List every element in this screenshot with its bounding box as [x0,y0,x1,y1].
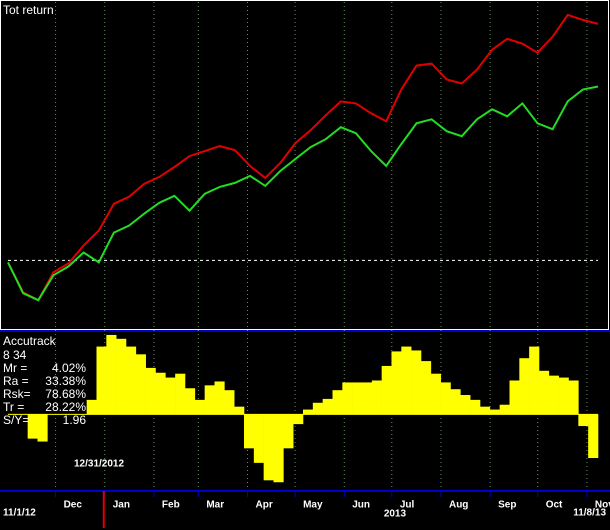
bar [489,409,500,415]
bar [450,389,461,415]
bar [263,414,274,481]
bar [185,388,196,415]
end-date-label: 11/8/13 [573,508,606,519]
bar [155,372,166,415]
stat-label: Rsk= [3,387,31,401]
bar [96,346,107,415]
x-tick-label: Jun [352,500,370,511]
bar [322,398,333,415]
x-tick-label: Dec [64,500,83,511]
bar [175,373,186,415]
bar [509,380,520,415]
return-line [7,13,599,302]
bar [558,377,569,415]
bar [421,361,432,415]
bar [539,370,550,415]
bar [430,373,441,415]
x-tick-label: Feb [162,500,180,511]
stat-label: S/Y= [3,413,29,427]
bar [519,358,530,415]
bar [273,414,284,483]
x-tick-label: Aug [449,500,468,511]
bar [342,382,353,415]
bar [303,409,314,415]
bar [460,395,471,415]
x-tick-label: May [303,500,323,511]
bar [106,334,117,415]
bar [578,414,589,427]
bar [126,346,137,415]
chart-title: Tot return [3,3,54,17]
bar [480,406,491,415]
x-tick-label: Mar [206,500,224,511]
start-date-label: 11/1/12 [3,508,36,519]
bar [145,367,156,415]
bar [135,354,146,415]
bar [391,351,402,415]
x-tick-label: Oct [546,500,563,511]
bar [293,414,304,425]
bar [568,380,579,415]
bar [440,382,451,415]
bar [224,390,235,415]
x-tick-label: Jan [113,500,130,511]
bar [253,414,264,463]
bar [27,414,38,439]
bar [381,365,392,415]
panel-subtitle: 8 34 [3,348,27,362]
stat-value: 78.68% [45,387,86,401]
x-tick-label: Apr [255,500,272,511]
x-tick-label: Nov [595,500,610,511]
bar [362,382,373,415]
bar [194,399,205,415]
bar [499,404,510,415]
stat-value: 33.38% [45,374,86,388]
bar [548,375,559,415]
stat-value: 4.02% [52,361,86,375]
x-tick-label: Jul [400,500,415,511]
panel-title: Accutrack [3,334,57,348]
x-tick-label: Sep [498,500,516,511]
bar [529,346,540,415]
bar [332,390,343,415]
year-label: 2013 [384,509,407,520]
top-panel-border [0,0,609,330]
bar [588,414,599,459]
annotation: 12/31/2012 [74,459,124,470]
stat-label: Mr = [3,361,27,375]
bar [470,399,481,415]
bar [352,382,363,415]
bar [401,346,412,415]
bar [283,414,294,449]
bar [244,414,255,449]
bar [371,380,382,415]
bar [37,414,48,442]
bar [312,402,323,415]
bar [86,399,97,415]
bar [234,406,245,415]
stat-value: 1.96 [63,413,87,427]
stat-value: 28.22% [45,400,86,414]
stat-label: Tr = [3,400,24,414]
bar [411,350,422,415]
bar [165,377,176,415]
bar [214,381,225,415]
return-line [7,85,599,302]
stat-label: Ra = [3,374,29,388]
bar [204,385,215,415]
bar [116,338,127,415]
